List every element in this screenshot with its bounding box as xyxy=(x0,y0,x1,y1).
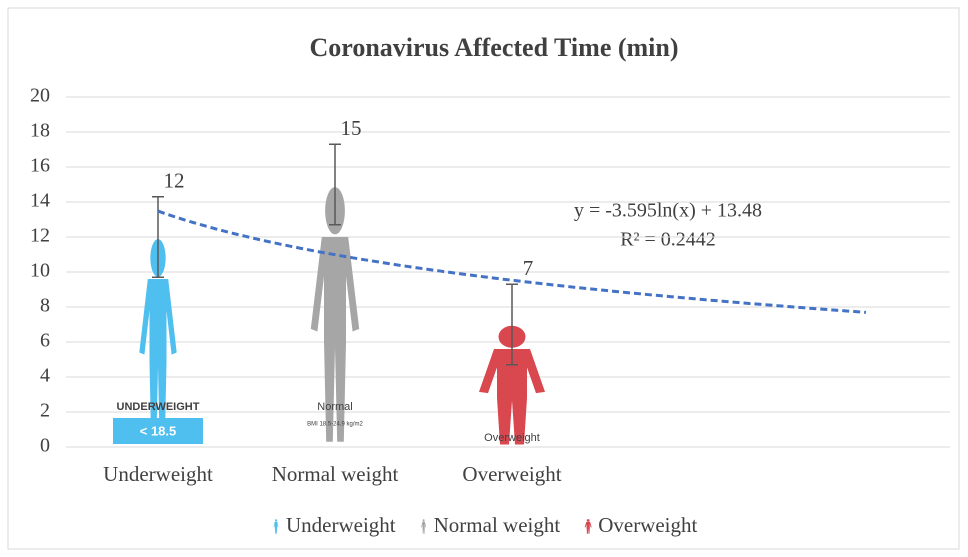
y-tick-label: 18 xyxy=(30,120,50,142)
y-tick-label: 20 xyxy=(30,85,50,107)
y-tick-label: 16 xyxy=(30,155,50,177)
x-tick-label: Normal weight xyxy=(272,462,399,486)
figure-caption: Normal xyxy=(317,401,352,413)
y-tick-label: 4 xyxy=(40,365,50,387)
chart-title: Coronavirus Affected Time (min) xyxy=(309,33,678,62)
y-tick-label: 12 xyxy=(30,225,50,247)
figure-caption: < 18.5 xyxy=(140,423,177,438)
figure-head xyxy=(587,519,590,522)
y-tick-label: 0 xyxy=(40,435,50,457)
figure-caption: UNDERWEIGHT xyxy=(117,401,200,413)
y-tick-label: 14 xyxy=(30,190,50,212)
chart: Coronavirus Affected Time (min) y = -3.5… xyxy=(0,0,968,557)
figure-caption: BMI 18.5-24.9 kg/m2 xyxy=(307,422,363,428)
y-tick-label: 2 xyxy=(40,400,50,422)
figure-head xyxy=(275,519,277,522)
trend-equation: y = -3.595ln(x) + 13.48 xyxy=(574,200,762,222)
data-label: 12 xyxy=(164,169,185,193)
figure-head xyxy=(423,519,425,522)
x-tick-label: Overweight xyxy=(462,462,561,486)
y-tick-label: 8 xyxy=(40,295,50,317)
legend-label: Overweight xyxy=(598,513,697,537)
legend-label: Normal weight xyxy=(434,513,561,537)
trend-r-squared: R² = 0.2442 xyxy=(620,229,716,251)
data-label: 15 xyxy=(341,116,362,140)
figure-caption: Overweight xyxy=(484,432,540,444)
data-label: 7 xyxy=(523,256,534,280)
legend-label: Underweight xyxy=(286,513,396,537)
x-tick-label: Underweight xyxy=(103,462,213,486)
y-tick-label: 10 xyxy=(30,260,50,282)
y-tick-label: 6 xyxy=(40,330,50,352)
